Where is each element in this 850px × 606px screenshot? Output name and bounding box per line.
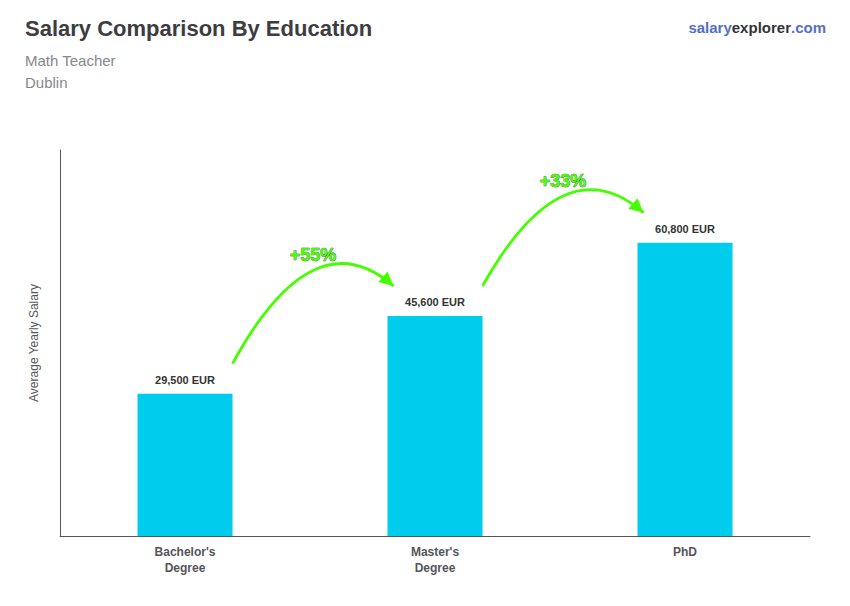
svg-text:Bachelor's: Bachelor's xyxy=(155,545,216,559)
svg-text:Salary Comparison By Education: Salary Comparison By Education xyxy=(25,16,372,41)
svg-text:29,500 EUR: 29,500 EUR xyxy=(155,374,215,386)
svg-text:Dublin: Dublin xyxy=(25,74,68,91)
svg-text:60,800 EUR: 60,800 EUR xyxy=(655,223,715,235)
svg-text:.com: .com xyxy=(791,19,826,36)
svg-text:Degree: Degree xyxy=(415,561,456,575)
svg-text:PhD: PhD xyxy=(673,545,697,559)
svg-text:Average Yearly Salary: Average Yearly Salary xyxy=(27,284,41,402)
svg-text:Math Teacher: Math Teacher xyxy=(25,52,116,69)
svg-text:+33%: +33% xyxy=(540,171,587,191)
svg-text:Master's: Master's xyxy=(411,545,460,559)
svg-text:45,600 EUR: 45,600 EUR xyxy=(405,296,465,308)
svg-text:+55%: +55% xyxy=(290,245,337,265)
svg-text:Degree: Degree xyxy=(165,561,206,575)
svg-text:salary: salary xyxy=(688,19,732,36)
svg-text:explorer: explorer xyxy=(732,19,791,36)
